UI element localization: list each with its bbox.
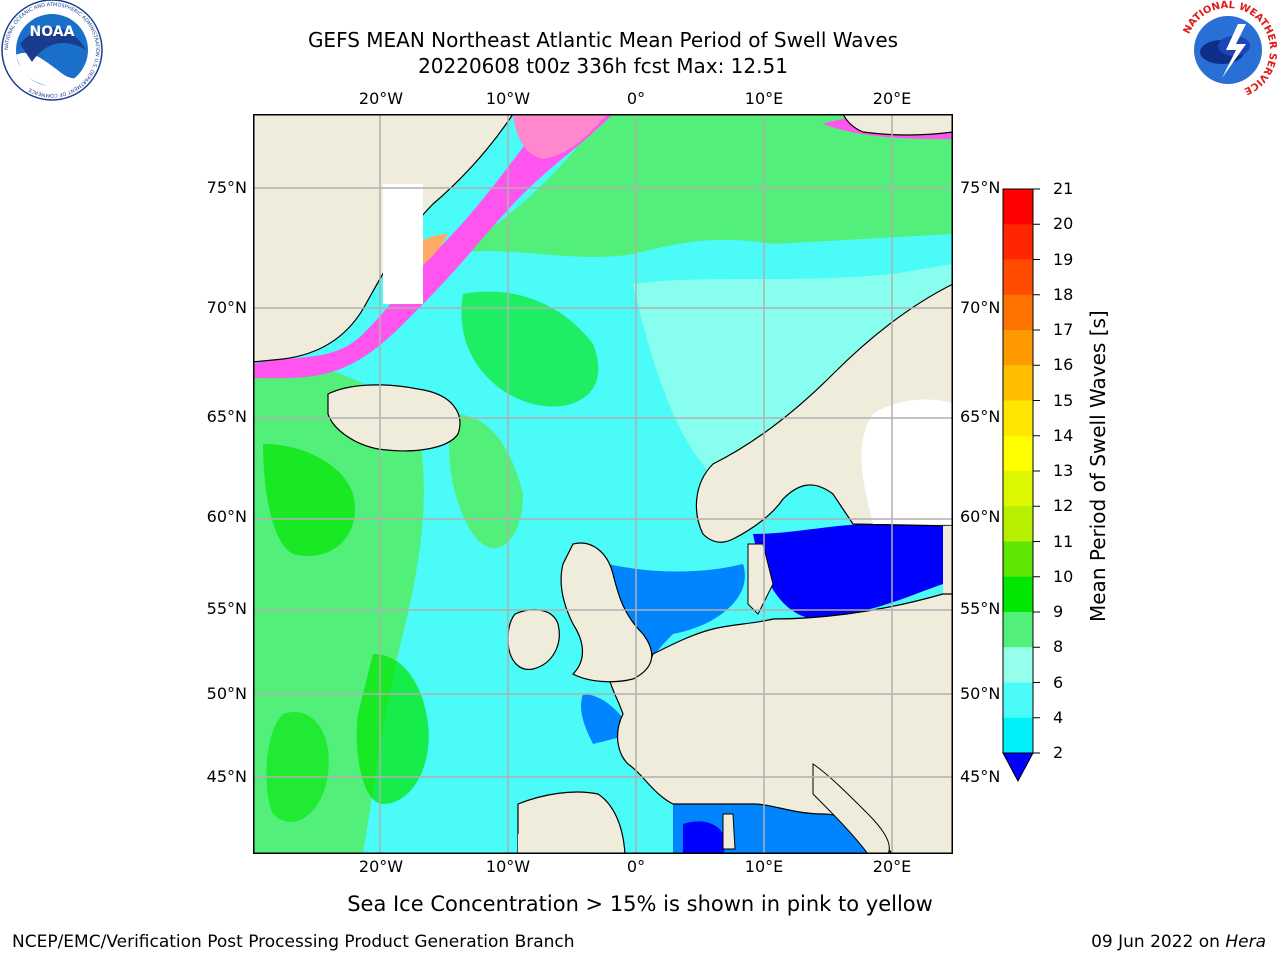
land-sardinia xyxy=(722,813,736,850)
lon-tick-bottom-0: 0° xyxy=(626,857,646,876)
colorbar-tick-label: 19 xyxy=(1053,249,1074,269)
sea-ice-mid xyxy=(513,114,608,159)
lat-tick-right-55n: 55°N xyxy=(960,599,1001,618)
lat-tick-right-75n: 75°N xyxy=(960,178,1001,197)
footer-date: 09 Jun 2022 on Hera xyxy=(1091,932,1266,952)
land-denmark xyxy=(747,543,774,615)
colorbar-tick-label: 15 xyxy=(1053,390,1074,410)
lon-tick-top-20w: 20°W xyxy=(358,89,404,108)
colorbar-title: Mean Period of Swell Waves [s] xyxy=(1086,310,1110,622)
colorbar-tick-label: 2 xyxy=(1053,743,1064,762)
colorbar-segment xyxy=(1003,330,1033,366)
land-africa xyxy=(518,832,573,854)
lon-tick-top-20e: 20°E xyxy=(872,89,912,108)
colorbar-segment xyxy=(1003,435,1033,472)
colorbar-tick-label: 21 xyxy=(1053,179,1074,198)
swell-zone-10-11c xyxy=(266,712,329,822)
sea-ice-note: Sea Ice Concentration > 15% is shown in … xyxy=(347,892,933,916)
land-greenland-interior xyxy=(383,184,423,304)
colorbar-tick-label: 20 xyxy=(1053,214,1074,234)
footer-date-text: 09 Jun 2022 on xyxy=(1091,932,1226,952)
colorbar xyxy=(1002,188,1040,783)
lat-tick-left-50n: 50°N xyxy=(206,684,247,703)
colorbar-segment xyxy=(1003,400,1033,437)
colorbar-segment xyxy=(1003,294,1033,331)
colorbar-tick-label: 11 xyxy=(1053,531,1074,551)
lon-tick-bottom-10w: 10°W xyxy=(485,857,531,876)
colorbar-tick-label: 12 xyxy=(1053,496,1074,516)
swell-zone-10-11b xyxy=(356,654,429,804)
lat-tick-right-65n: 65°N xyxy=(960,407,1001,426)
land-gulf-of-bothnia xyxy=(861,399,953,524)
colorbar-tick-label: 14 xyxy=(1053,425,1074,445)
colorbar-segment xyxy=(1003,224,1033,260)
nws-logo-icon: NATIONAL WEATHER SERVICE xyxy=(1179,0,1278,99)
colorbar-tick-label: 4 xyxy=(1053,707,1064,727)
colorbar-segment xyxy=(1003,682,1033,719)
footer-host: Hera xyxy=(1225,932,1266,952)
lat-tick-left-60n: 60°N xyxy=(206,507,247,526)
sea-ice-band xyxy=(253,114,613,379)
land-svalbard xyxy=(842,114,953,136)
noaa-logo-text: NOAA xyxy=(30,24,75,40)
colorbar-segment xyxy=(1003,541,1033,578)
colorbar-segment xyxy=(1003,506,1033,542)
lat-tick-left-75n: 75°N xyxy=(206,178,247,197)
lat-tick-right-45n: 45°N xyxy=(960,767,1001,786)
swell-zone-north-core xyxy=(461,291,599,407)
swell-zone-10-11a xyxy=(263,444,355,556)
chart-title-line2: 20220608 t00z 336h fcst Max: 12.51 xyxy=(418,54,788,78)
lat-tick-left-65n: 65°N xyxy=(206,407,247,426)
colorbar-segment xyxy=(1003,189,1033,225)
land-italy xyxy=(812,763,890,854)
swell-zone-north xyxy=(453,114,953,257)
lon-tick-bottom-10e: 10°E xyxy=(744,857,784,876)
lon-tick-bottom-20e: 20°E xyxy=(872,857,912,876)
colorbar-frame xyxy=(1002,188,1034,754)
swell-zone-central xyxy=(449,414,523,549)
colorbar-segment xyxy=(1003,576,1033,613)
lat-tick-right-50n: 50°N xyxy=(960,684,1001,703)
colorbar-tick-label: 16 xyxy=(1053,355,1074,375)
noaa-logo-icon: NOAA NATIONAL OCEANIC AND ATMOSPHERIC AD… xyxy=(1,0,103,101)
lon-tick-top-10e: 10°E xyxy=(744,89,784,108)
swell-zone-8-9 xyxy=(633,264,953,494)
swell-period-map xyxy=(253,114,953,854)
lon-tick-bottom-20w: 20°W xyxy=(358,857,404,876)
lon-tick-top-10w: 10°W xyxy=(485,89,531,108)
colorbar-segment xyxy=(1003,471,1033,507)
colorbar-tick-label: 8 xyxy=(1053,637,1064,657)
colorbar-tick-label: 18 xyxy=(1053,284,1074,304)
colorbar-segment xyxy=(1003,365,1033,401)
colorbar-segment xyxy=(1003,259,1033,296)
lat-tick-left-70n: 70°N xyxy=(206,298,247,317)
colorbar-tick-label: 10 xyxy=(1053,566,1074,586)
lon-tick-top-0: 0° xyxy=(626,89,646,108)
swell-zone-baltic xyxy=(753,524,943,619)
footer-branch: NCEP/EMC/Verification Post Processing Pr… xyxy=(12,932,575,952)
colorbar-segment xyxy=(1003,647,1033,683)
colorbar-segment xyxy=(1003,612,1033,648)
chart-title-line1: GEFS MEAN Northeast Atlantic Mean Period… xyxy=(307,28,899,52)
colorbar-segment xyxy=(1003,717,1033,754)
land-great-britain xyxy=(560,542,653,683)
lat-tick-right-60n: 60°N xyxy=(960,507,1001,526)
colorbar-extend-triangle xyxy=(1002,752,1034,783)
swell-zone-med-low xyxy=(683,821,726,854)
colorbar-tick-label: 9 xyxy=(1053,602,1064,621)
lat-tick-left-45n: 45°N xyxy=(206,767,247,786)
graticule xyxy=(253,114,953,854)
lat-tick-left-55n: 55°N xyxy=(206,599,247,618)
colorbar-tick-label: 6 xyxy=(1053,672,1064,692)
map-frame xyxy=(253,114,953,854)
lat-tick-right-70n: 70°N xyxy=(960,298,1001,317)
colorbar-tick-label: 13 xyxy=(1053,461,1074,480)
colorbar-tick-label: 17 xyxy=(1053,320,1074,339)
